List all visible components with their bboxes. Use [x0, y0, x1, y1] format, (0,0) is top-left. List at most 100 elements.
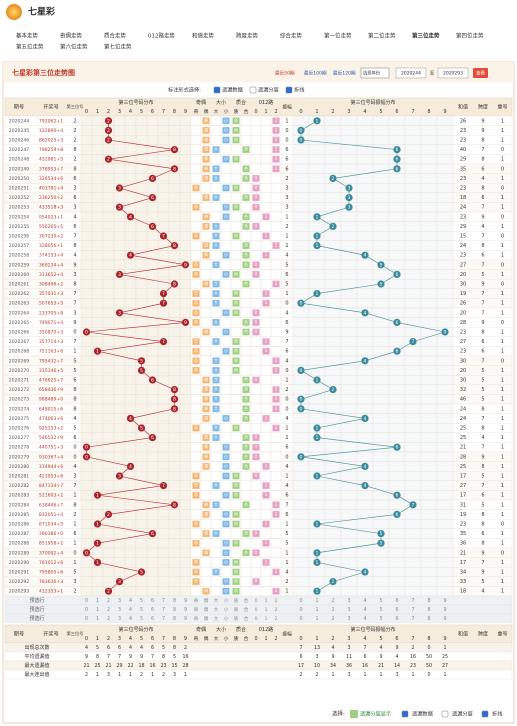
cell — [179, 250, 192, 261]
cell — [146, 183, 159, 193]
group-hit-label: 大 — [214, 482, 218, 489]
third-digit: 3 — [73, 579, 76, 585]
cell — [260, 317, 272, 328]
preselect-digit: 2 — [331, 598, 334, 604]
preselect-digit: 7 — [411, 598, 414, 604]
preselect-group: 大 — [214, 615, 219, 622]
third-digit: 0 — [73, 550, 76, 556]
nav-link[interactable]: 质合走势 — [104, 32, 127, 40]
cell — [436, 202, 454, 213]
cell — [102, 480, 115, 491]
header-digit-col: 6 — [151, 636, 154, 642]
cell — [308, 192, 326, 203]
issue: 2020255 — [9, 224, 30, 230]
nav-link[interactable]: 基本走势 — [16, 32, 39, 40]
checkbox[interactable] — [441, 710, 449, 718]
checkbox[interactable] — [481, 710, 489, 718]
group-hit-label: 奇 — [194, 318, 198, 325]
cell — [190, 279, 202, 289]
cell — [372, 567, 390, 577]
quick-link[interactable]: 最近120期 — [333, 70, 356, 77]
checkbox[interactable] — [285, 86, 293, 94]
sum: 33 — [460, 579, 466, 585]
preselect-digit: 4 — [363, 607, 366, 613]
header-amp: 振幅 — [282, 104, 292, 111]
preselect-digit: 9 — [443, 598, 446, 604]
nav-link[interactable]: 第三位走势 — [412, 32, 440, 40]
checkbox[interactable] — [401, 710, 409, 718]
repeat: 1 — [501, 387, 504, 393]
issue: 2020253 — [9, 205, 30, 211]
cell — [436, 471, 454, 481]
cell — [404, 442, 422, 453]
group-hit — [272, 405, 280, 413]
quick-link[interactable]: 最近100期 — [304, 70, 327, 77]
cell — [168, 432, 181, 443]
cell — [102, 576, 115, 587]
cell — [340, 442, 358, 453]
cell — [356, 298, 374, 309]
stats-value: 4 — [379, 645, 382, 651]
sum: 32 — [460, 387, 466, 393]
cell — [404, 135, 422, 145]
nav-link[interactable]: 综合走势 — [280, 32, 303, 40]
hit-ball — [82, 549, 91, 557]
cell — [250, 490, 262, 501]
cell — [260, 279, 272, 289]
group-hit-label: 偶 — [204, 165, 208, 172]
header-group-col: 大 — [214, 108, 219, 115]
cell — [240, 509, 252, 520]
cell — [356, 269, 374, 280]
group-hit-label: 2 — [275, 425, 278, 430]
view-button[interactable] — [473, 68, 488, 78]
nav-link[interactable]: 第七位走势 — [104, 43, 132, 51]
sum: 35 — [460, 531, 466, 537]
nav-link[interactable]: 跨度走势 — [236, 32, 259, 40]
nav-link[interactable]: 第六位走势 — [60, 43, 88, 51]
cell — [340, 259, 358, 270]
amp-ball — [313, 549, 321, 557]
cell — [102, 202, 115, 213]
nav-link[interactable]: 第五位走势 — [16, 43, 44, 51]
cell — [308, 480, 326, 491]
nav-link[interactable]: 012路走势 — [148, 32, 175, 40]
repeat: 0 — [501, 282, 504, 288]
group-hit — [222, 184, 230, 192]
group-hit-label: 合 — [244, 251, 249, 258]
cell — [292, 327, 310, 337]
group-hit — [202, 386, 210, 393]
stats-value: 3 — [315, 654, 318, 660]
header-digit-col: 8 — [427, 636, 430, 642]
cell — [420, 423, 438, 433]
cell — [113, 499, 126, 510]
checkbox[interactable] — [213, 86, 221, 94]
nav-link[interactable]: 第二位走势 — [368, 32, 396, 40]
checkbox[interactable] — [249, 86, 257, 94]
nav-link[interactable]: 第一位走势 — [324, 32, 352, 40]
group-hit — [202, 223, 210, 230]
issue: 2020286 — [9, 522, 30, 528]
group-hit — [202, 127, 210, 134]
header-group: 质合 — [236, 626, 246, 633]
group-hit — [232, 299, 240, 307]
cell — [179, 346, 192, 357]
to-input[interactable] — [437, 67, 469, 79]
cell — [168, 259, 181, 270]
cell — [292, 144, 310, 155]
amplitude: 1 — [285, 214, 288, 220]
group-hit — [272, 165, 280, 173]
nav-link[interactable]: 奇偶走势 — [60, 32, 83, 40]
nav-link[interactable]: 和值走势 — [192, 32, 215, 40]
cell — [168, 519, 181, 529]
cell — [324, 490, 342, 501]
cell — [80, 423, 93, 433]
prize-number: 307230+2 — [39, 234, 63, 240]
from-value: 2020244 — [401, 71, 421, 77]
prize-number: 328056+1 — [39, 243, 63, 249]
nav-link[interactable]: 第四位走势 — [456, 32, 484, 40]
year-select[interactable] — [360, 67, 390, 79]
cell — [324, 183, 342, 193]
from-input[interactable] — [395, 67, 427, 79]
quick-link[interactable]: 最近50期 — [275, 70, 295, 77]
